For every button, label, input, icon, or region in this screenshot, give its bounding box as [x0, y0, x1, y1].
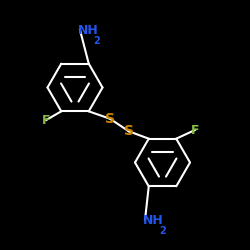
Text: F: F [191, 124, 199, 136]
Text: NH: NH [78, 24, 98, 36]
Text: NH: NH [142, 214, 163, 226]
Text: F: F [42, 114, 50, 126]
Text: S: S [105, 112, 115, 126]
Text: 2: 2 [94, 36, 100, 46]
Text: 2: 2 [159, 226, 166, 235]
Text: S: S [124, 124, 134, 138]
